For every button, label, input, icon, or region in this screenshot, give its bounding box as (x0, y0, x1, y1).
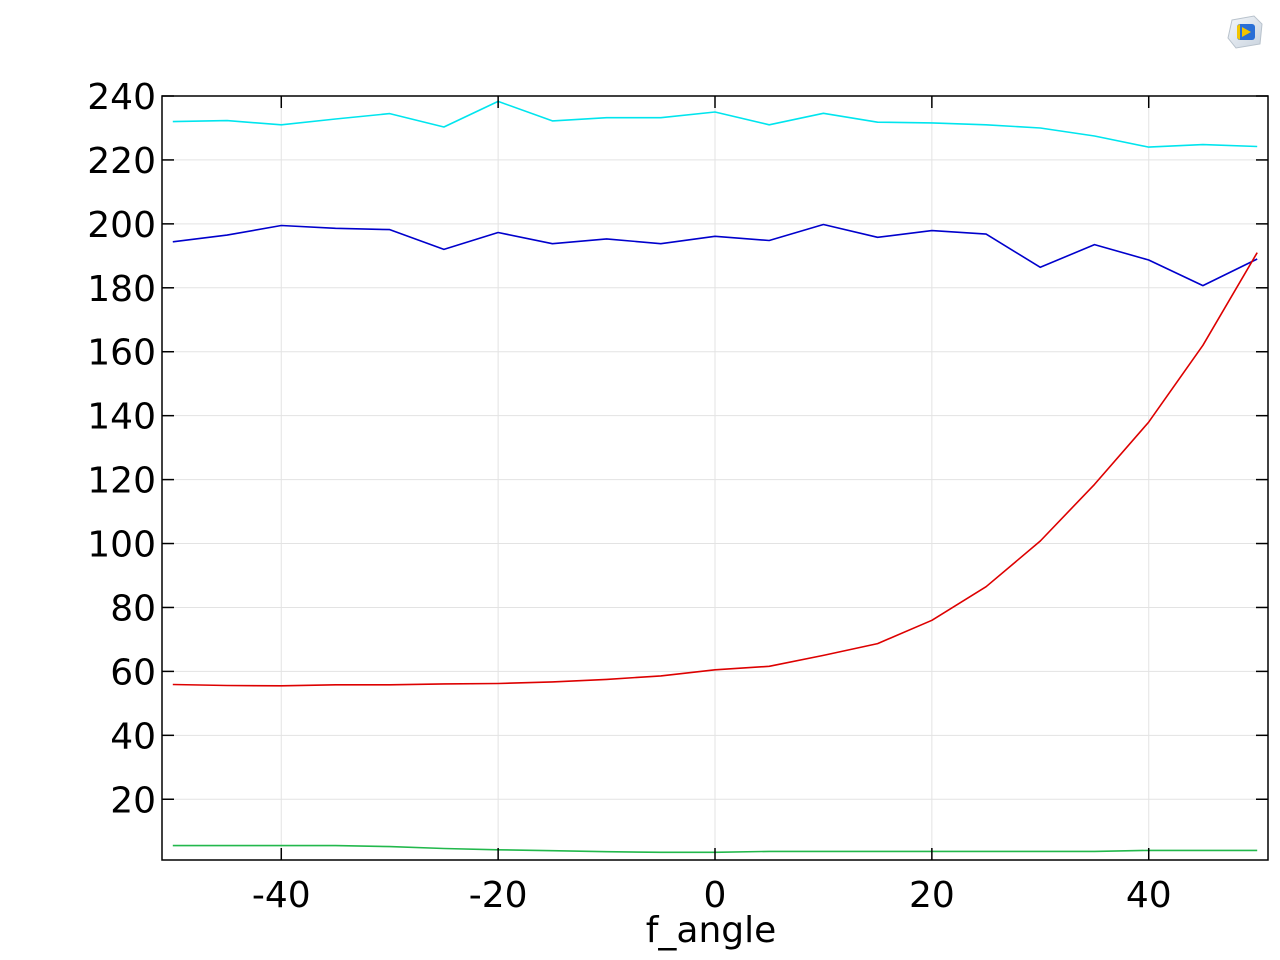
series-line-3 (172, 252, 1258, 687)
y-tick-label: 220 (87, 141, 156, 182)
y-tick-label: 100 (87, 525, 156, 566)
series-line-2 (172, 223, 1258, 287)
x-tick-label: 20 (909, 875, 955, 916)
x-tick-label: 0 (704, 875, 727, 916)
y-tick-label: 200 (87, 205, 156, 246)
y-tick-label: 160 (87, 333, 156, 374)
y-tick-label: 140 (87, 397, 156, 438)
x-tick-label: -40 (252, 875, 311, 916)
y-tick-label: 80 (110, 588, 156, 629)
y-tick-label: 180 (87, 269, 156, 310)
axis-ticks: -40 -20 0 20 40 20 40 60 80 100 120 140 160 180 200 220… (87, 77, 1268, 916)
x-tick-label: -20 (469, 875, 528, 916)
y-tick-label: 40 (110, 716, 156, 757)
series-line-1 (172, 100, 1258, 148)
y-tick-label: 120 (87, 461, 156, 502)
y-tick-label: 20 (110, 780, 156, 821)
y-tick-label: 240 (87, 77, 156, 118)
comsol-app-icon (1224, 12, 1268, 52)
x-tick-label: 40 (1126, 875, 1172, 916)
x-axis-label: f_angle (646, 910, 777, 951)
grid (162, 95, 1268, 860)
y-tick-label: 60 (110, 652, 156, 693)
